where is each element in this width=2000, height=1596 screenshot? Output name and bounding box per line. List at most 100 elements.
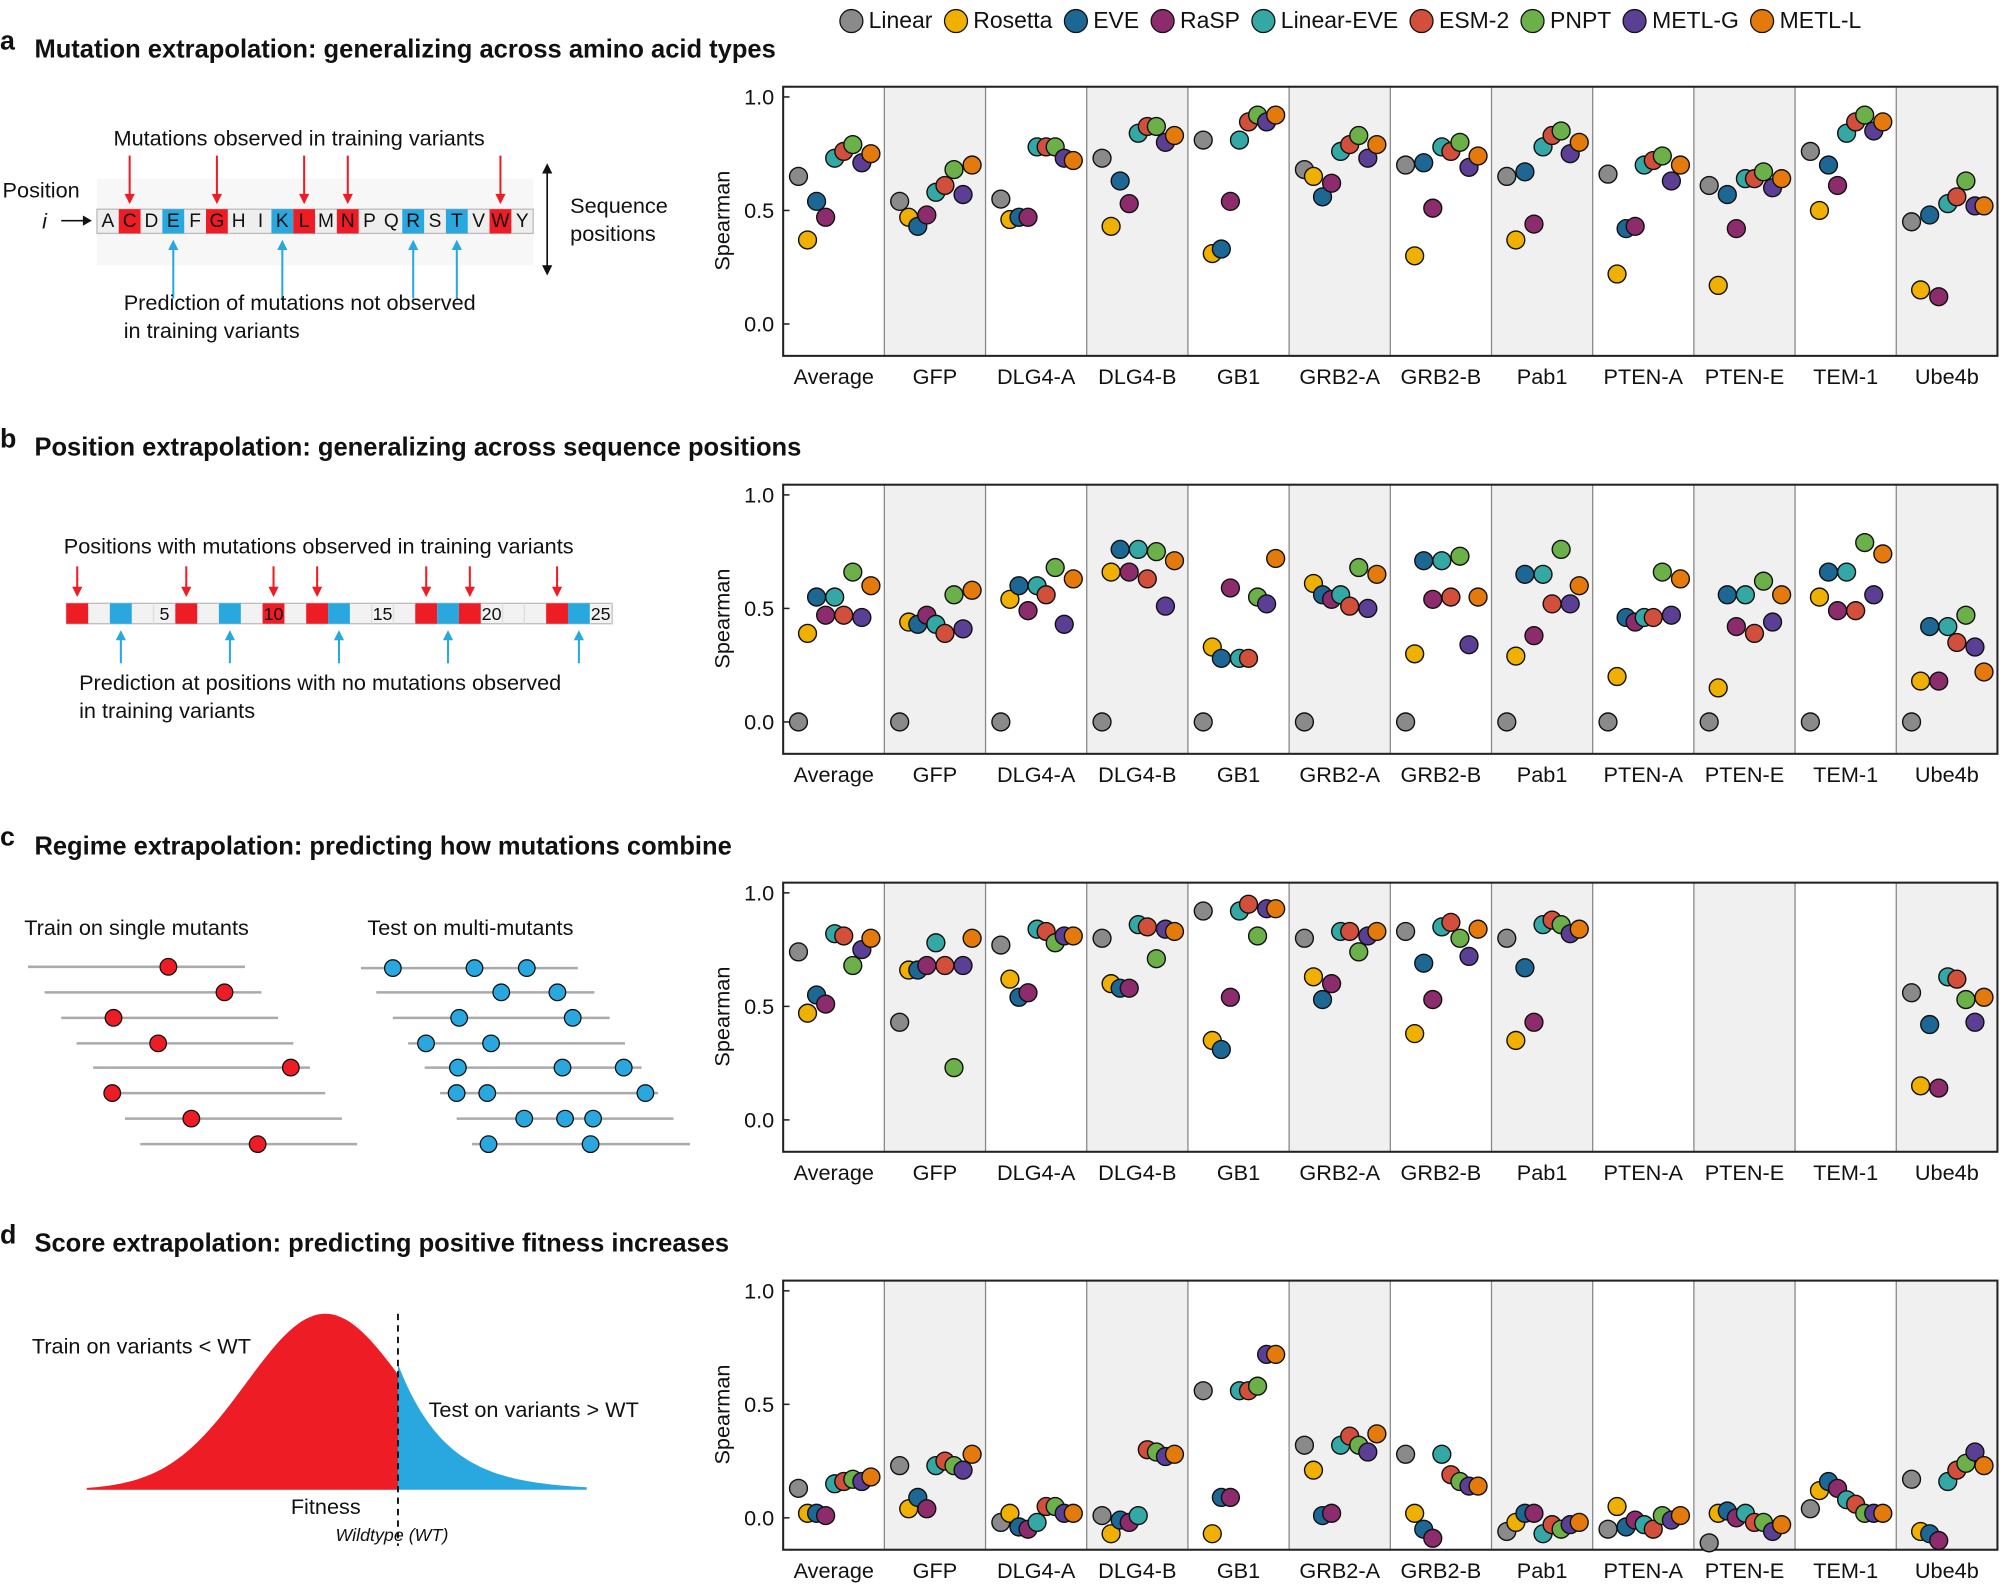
point-b-DLG4-A-EVE (1009, 576, 1029, 596)
x-tick-label: PTEN-E (1705, 364, 1784, 389)
point-b-GRB2-B-ESM-2 (1441, 587, 1461, 607)
schematic-c-test-label: Test on multi-mutants (367, 915, 574, 941)
point-c-Ube4b-METL-L (1974, 987, 1994, 1007)
point-d-GRB2-B-Linear (1395, 1444, 1416, 1464)
point-b-GB1-ESM-2 (1238, 648, 1259, 668)
position-tick-label: 20 (481, 603, 502, 624)
point-d-GRB2-A-METL-G (1358, 1442, 1378, 1462)
chart-panel-a: Average GFP DLG4-A DLG4-B GB1 GRB2-A GRB2-B Pab… (710, 85, 1999, 389)
point-b-GRB2-A-PNPT (1349, 557, 1369, 578)
point-d-GFP-Linear (890, 1456, 910, 1476)
point-c-Average-PNPT (843, 955, 863, 976)
residue-cell (336, 209, 359, 234)
x-tick-label: Ube4b (1915, 364, 1979, 389)
point-b-GRB2-A-METL-G (1358, 598, 1378, 619)
schematic-a-bottom-label-1: Prediction of mutations not observed (123, 290, 476, 316)
point-b-GFP-ESM-2 (935, 623, 955, 644)
point-b-DLG4-B-METL-G (1155, 596, 1176, 616)
multi-mutation-dot (482, 1034, 500, 1053)
legend-item: ESM-2 (1409, 8, 1509, 35)
point-a-Ube4b-METL-L (1974, 196, 1994, 216)
schematic-b-bottom-label-1: Prediction at positions with no mutation… (79, 670, 562, 696)
point-b-Pab1-EVE (1515, 564, 1535, 584)
residue-letter: A (101, 210, 115, 233)
x-tick-label: TEM-1 (1813, 1160, 1878, 1185)
position-cell (219, 603, 241, 624)
point-c-Average-RaSP (816, 994, 836, 1014)
train-arrow-icon-head (72, 586, 83, 597)
multi-mutation-dot (465, 959, 484, 978)
panel-title-b: Position extrapolation: generalizing acr… (34, 433, 802, 462)
x-tick-label: Ube4b (1915, 762, 1979, 787)
residue-letter: M (317, 210, 334, 233)
point-a-DLG4-B-METL-L (1164, 125, 1185, 146)
point-b-Average-Rosetta (797, 623, 818, 644)
y-axis-label: Spearman (710, 967, 735, 1067)
position-cell (415, 603, 438, 624)
point-a-PTEN-E-METL-L (1772, 169, 1792, 189)
point-b-PTEN-E-PNPT (1753, 571, 1774, 591)
point-c-Average-Rosetta (797, 1003, 818, 1023)
legend-item: EVE (1063, 8, 1139, 35)
multi-mutation-dot (553, 1058, 572, 1077)
point-a-Ube4b-Rosetta (1910, 280, 1931, 300)
point-b-GFP-METL-L (962, 580, 982, 600)
point-b-PTEN-E-Linear-EVE (1735, 585, 1756, 605)
point-a-Pab1-PNPT (1551, 121, 1571, 141)
point-b-Ube4b-RaSP (1929, 671, 1949, 691)
residue-cell (293, 209, 316, 234)
point-b-Average-Linear-EVE (825, 587, 845, 607)
point-b-Ube4b-METL-L (1974, 662, 1994, 682)
residue-letter: Q (383, 210, 399, 233)
point-b-PTEN-A-METL-G (1661, 605, 1682, 625)
x-tick-label: Average (794, 762, 874, 787)
point-c-Ube4b-Rosetta (1910, 1076, 1931, 1096)
point-b-Ube4b-PNPT (1956, 605, 1976, 625)
point-b-DLG4-A-Rosetta (1000, 589, 1020, 609)
point-a-GRB2-A-METL-L (1367, 134, 1387, 155)
point-b-Average-PNPT (843, 562, 863, 582)
point-a-GRB2-A-RaSP (1321, 173, 1342, 193)
point-c-DLG4-A-Linear (991, 935, 1011, 955)
plot-frame (782, 881, 1999, 1153)
point-b-TEM-1-METL-G (1864, 585, 1884, 605)
position-tick-label: 15 (372, 603, 393, 624)
point-b-Average-EVE (806, 587, 827, 607)
panel-title-d: Score extrapolation: predicting positive… (34, 1229, 730, 1258)
schematic-d-test-label: Test on variants > WT (428, 1397, 639, 1423)
train-arrow-icon-head (268, 586, 279, 597)
point-d-DLG4-B-Linear-EVE (1128, 1505, 1148, 1526)
x-tick-label: GB1 (1217, 1160, 1260, 1185)
y-tick-label: 1.0 (744, 483, 774, 508)
point-b-Average-Linear (788, 712, 809, 732)
single-mutation-dot (182, 1109, 201, 1128)
point-d-PTEN-A-Linear (1598, 1519, 1618, 1539)
legend-marker-icon (839, 8, 864, 34)
residue-letter: L (298, 210, 310, 233)
schematic-b-bottom-label-2: in training variants (79, 698, 256, 724)
point-a-TEM-1-EVE (1818, 155, 1839, 175)
legend-label: METL-G (1652, 7, 1739, 34)
chart-panel-b: Average GFP DLG4-A DLG4-B GB1 GRB2-A GRB2-B Pab… (710, 483, 1999, 787)
point-b-GFP-METL-G (953, 619, 973, 639)
x-tick-label: DLG4-A (997, 1160, 1076, 1185)
point-a-Pab1-Linear (1497, 166, 1517, 187)
x-tick-label: TEM-1 (1813, 364, 1878, 389)
point-c-GRB2-B-ESM-2 (1441, 912, 1461, 933)
residue-cell (162, 209, 185, 234)
legend-item: Rosetta (943, 8, 1052, 35)
point-b-PTEN-E-ESM-2 (1744, 623, 1765, 644)
x-tick-label: GRB2-B (1401, 1558, 1482, 1583)
point-a-DLG4-B-RaSP (1119, 194, 1139, 214)
panel-letter-c: c (0, 822, 15, 853)
point-c-Average-Linear (788, 942, 809, 962)
point-b-TEM-1-ESM-2 (1846, 601, 1866, 621)
point-c-GFP-PNPT (944, 1058, 964, 1078)
point-a-Average-Linear (788, 166, 809, 187)
single-mutation-dot (215, 983, 234, 1002)
point-c-GB1-ESM-2 (1238, 894, 1259, 914)
x-tick-label: GB1 (1217, 762, 1260, 787)
point-b-DLG4-B-Linear-EVE (1128, 539, 1148, 560)
point-c-GFP-ESM-2 (935, 955, 955, 976)
point-c-GFP-METL-L (962, 928, 982, 948)
